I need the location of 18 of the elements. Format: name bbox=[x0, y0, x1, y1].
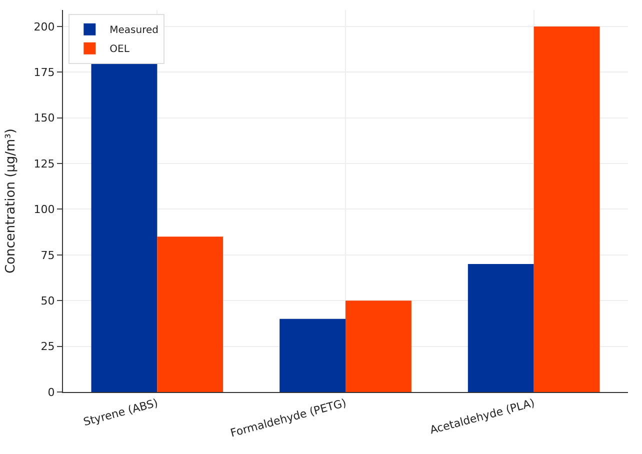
y-tick-label: 150 bbox=[34, 112, 55, 125]
y-tick-label: 25 bbox=[40, 340, 55, 354]
bar bbox=[157, 236, 224, 392]
bar bbox=[468, 264, 534, 392]
bar bbox=[280, 318, 346, 392]
y-tick-label: 175 bbox=[34, 66, 55, 79]
y-axis-title: Concentration (µg/m³) bbox=[4, 128, 19, 274]
bar bbox=[534, 26, 600, 392]
x-tick-label: Styrene (ABS) bbox=[82, 396, 160, 429]
y-tick-label: 0 bbox=[48, 386, 55, 399]
bar bbox=[346, 300, 412, 392]
legend-label: Measured bbox=[110, 25, 159, 36]
y-tick-label: 125 bbox=[34, 157, 55, 170]
y-tick-label: 100 bbox=[34, 203, 55, 216]
y-tick-label: 75 bbox=[40, 248, 55, 262]
legend-label: OEL bbox=[110, 44, 130, 56]
y-tick-label: 200 bbox=[34, 20, 55, 34]
y-tick-label: 50 bbox=[40, 294, 55, 308]
